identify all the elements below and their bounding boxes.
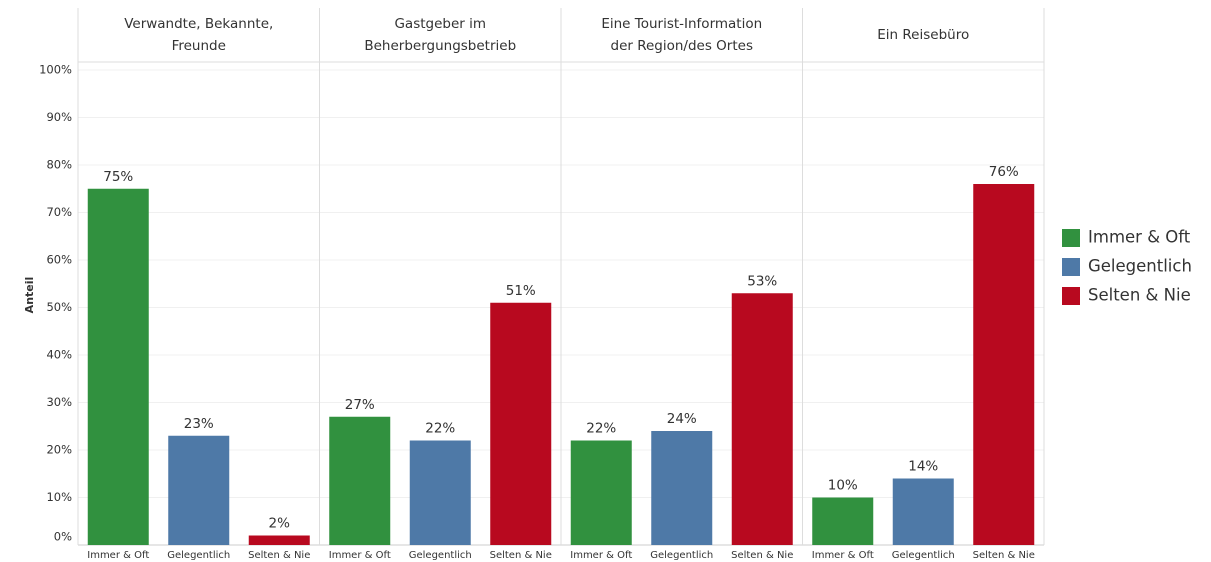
- x-tick-label: Gelegentlich: [892, 550, 955, 561]
- legend-label: Gelegentlich: [1088, 257, 1192, 276]
- bar: [409, 440, 471, 545]
- data-label: 14%: [908, 459, 938, 475]
- facet-header: Verwandte, Bekannte, Freunde: [124, 16, 274, 54]
- y-tick-label: 30%: [46, 395, 72, 409]
- x-tick-label: Selten & Nie: [490, 550, 552, 561]
- bar: [812, 497, 874, 545]
- x-tick-label: Gelegentlich: [650, 550, 713, 561]
- data-label: 24%: [667, 411, 697, 427]
- legend-label: Selten & Nie: [1088, 286, 1191, 305]
- bar: [248, 535, 310, 545]
- x-tick-label: Gelegentlich: [167, 550, 230, 561]
- bar: [329, 416, 391, 545]
- y-tick-label: 70%: [46, 205, 72, 219]
- facet-header: Gastgeber im Beherbergungsbetrieb: [364, 16, 517, 54]
- data-label: 51%: [506, 283, 536, 299]
- bar: [651, 431, 713, 545]
- bar: [973, 184, 1035, 545]
- data-label: 76%: [989, 164, 1019, 180]
- x-tick-label: Immer & Oft: [329, 550, 391, 561]
- data-label: 22%: [586, 421, 616, 437]
- bar: [87, 188, 149, 545]
- y-tick-label: 90%: [46, 110, 72, 124]
- bar: [168, 435, 230, 545]
- data-label: 53%: [747, 273, 777, 289]
- bar: [731, 293, 793, 545]
- x-tick-label: Gelegentlich: [409, 550, 472, 561]
- legend-label: Immer & Oft: [1088, 228, 1191, 247]
- y-tick-label: 40%: [46, 348, 72, 362]
- x-tick-label: Immer & Oft: [87, 550, 149, 561]
- bar: [892, 478, 954, 545]
- data-label: 27%: [345, 397, 375, 413]
- y-tick-label: 60%: [46, 253, 72, 267]
- y-tick-label: 100%: [39, 63, 72, 77]
- y-axis-label: Anteil: [23, 277, 36, 314]
- x-tick-label: Selten & Nie: [248, 550, 310, 561]
- y-tick-label: 0%: [54, 530, 72, 544]
- x-tick-label: Selten & Nie: [973, 550, 1035, 561]
- y-tick-label: 50%: [46, 300, 72, 314]
- y-tick-label: 20%: [46, 443, 72, 457]
- legend-swatch: [1062, 258, 1080, 276]
- data-label: 23%: [184, 416, 214, 432]
- facet-header: Ein Reisebüro: [877, 27, 970, 43]
- facet-header: Eine Tourist-Information der Region/des …: [601, 16, 763, 54]
- legend-swatch: [1062, 287, 1080, 305]
- x-tick-label: Selten & Nie: [731, 550, 793, 561]
- bar: [490, 302, 552, 545]
- x-tick-label: Immer & Oft: [812, 550, 874, 561]
- legend-swatch: [1062, 229, 1080, 247]
- data-label: 2%: [269, 516, 291, 532]
- x-tick-label: Immer & Oft: [570, 550, 632, 561]
- data-label: 22%: [425, 421, 455, 437]
- y-tick-label: 80%: [46, 158, 72, 172]
- y-tick-label: 10%: [46, 490, 72, 504]
- bar: [570, 440, 632, 545]
- data-label: 75%: [103, 169, 133, 185]
- data-label: 10%: [828, 478, 858, 494]
